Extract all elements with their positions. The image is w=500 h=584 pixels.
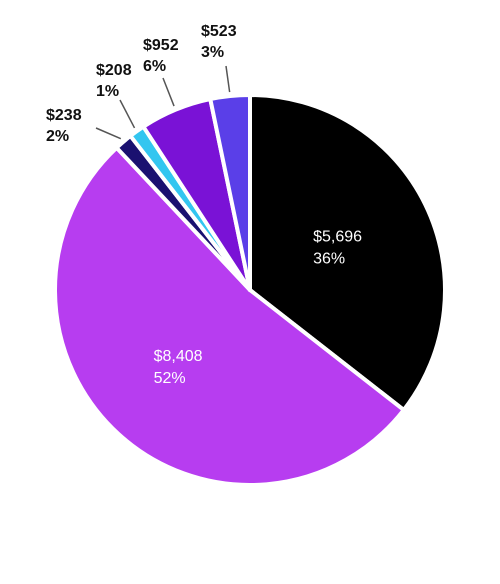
pie-slice-0 — [248, 93, 447, 412]
leader-line-3 — [119, 99, 136, 129]
slice-percent-label-4: 6% — [143, 58, 166, 75]
leader-line-2 — [95, 127, 122, 140]
slice-percent-label-2: 2% — [46, 128, 69, 145]
pie-slice-1 — [53, 145, 406, 487]
pie-slices — [53, 93, 447, 487]
slice-labels: $5,696 36% $8,408 52% $238 2% $208 1% $952 6% $523… — [46, 23, 362, 387]
slice-percent-label-3: 1% — [96, 83, 119, 100]
leader-line-4 — [162, 77, 175, 107]
slice-value-label-2: $238 — [46, 107, 82, 124]
leader-line-5 — [225, 65, 231, 93]
pie-slice-5 — [208, 93, 252, 292]
slice-value-label-1: $8,408 — [154, 348, 203, 365]
slice-percent-label-1: 52% — [154, 370, 186, 387]
slice-value-label-3: $208 — [96, 62, 132, 79]
slice-value-label-5: $523 — [201, 23, 237, 40]
slice-percent-label-5: 3% — [201, 44, 224, 61]
slice-value-label-4: $952 — [143, 37, 179, 54]
slice-value-label-0: $5,696 — [313, 229, 362, 246]
leader-lines — [95, 65, 231, 140]
slice-percent-label-0: 36% — [313, 251, 345, 268]
